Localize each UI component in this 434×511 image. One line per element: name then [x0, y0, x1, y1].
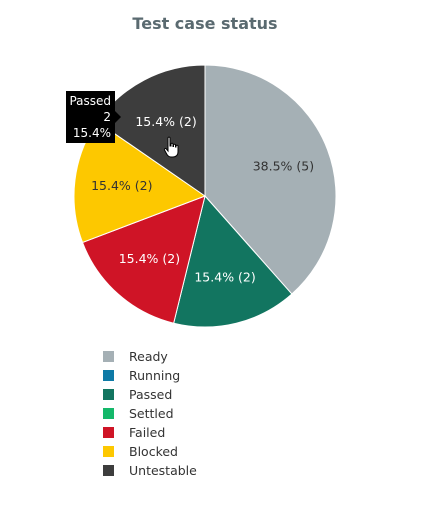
- data-label-untestable: 15.4% (2): [135, 114, 196, 129]
- legend-swatch: [103, 370, 114, 381]
- legend: Ready Running Passed Settled Failed Blocked Un…: [103, 347, 197, 480]
- legend-item-passed[interactable]: Passed: [103, 385, 197, 404]
- legend-label: Settled: [129, 406, 174, 421]
- tooltip-label: Passed: [69, 94, 111, 108]
- legend-label: Running: [129, 368, 181, 383]
- pie-slice-ready[interactable]: [204, 64, 337, 295]
- legend-swatch: [103, 389, 114, 400]
- legend-label: Ready: [129, 349, 168, 364]
- tooltip-count: 2: [103, 110, 111, 124]
- legend-item-untestable[interactable]: Untestable: [103, 461, 197, 480]
- data-label-passed: 15.4% (2): [194, 269, 255, 284]
- chart-title: Test case status: [132, 14, 278, 33]
- tooltip: Passed 2 15.4%: [66, 91, 121, 143]
- tooltip-arrow: [115, 111, 121, 123]
- legend-swatch: [103, 465, 114, 476]
- data-label-ready: 38.5% (5): [253, 158, 314, 173]
- legend-item-blocked[interactable]: Blocked: [103, 442, 197, 461]
- legend-label: Blocked: [129, 444, 178, 459]
- legend-label: Untestable: [129, 463, 197, 478]
- legend-item-failed[interactable]: Failed: [103, 423, 197, 442]
- legend-item-running[interactable]: Running: [103, 366, 197, 385]
- legend-swatch: [103, 408, 114, 419]
- legend-label: Failed: [129, 425, 166, 440]
- pie-slice-passed[interactable]: [173, 194, 293, 328]
- data-label-failed: 15.4% (2): [119, 251, 180, 266]
- legend-item-ready[interactable]: Ready: [103, 347, 197, 366]
- legend-swatch: [103, 446, 114, 457]
- hand-cursor-icon: [163, 136, 179, 158]
- legend-item-settled[interactable]: Settled: [103, 404, 197, 423]
- pie-slice-failed[interactable]: [81, 195, 206, 324]
- legend-swatch: [103, 427, 114, 438]
- data-label-blocked: 15.4% (2): [91, 178, 152, 193]
- legend-swatch: [103, 351, 114, 362]
- legend-label: Passed: [129, 387, 173, 402]
- tooltip-percent: 15.4%: [72, 126, 111, 140]
